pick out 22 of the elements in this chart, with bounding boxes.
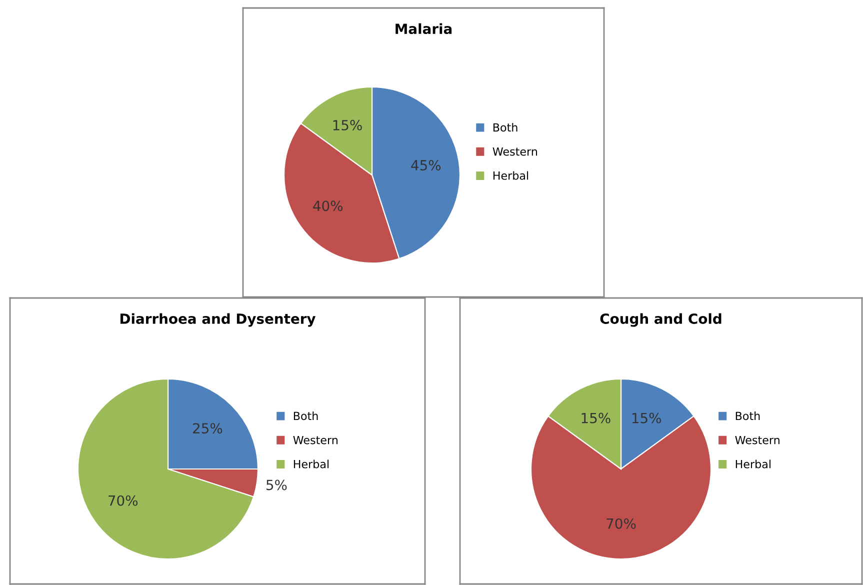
data-label: 5% [266, 480, 287, 490]
pie-slice [77, 378, 254, 560]
legend-label: Western [293, 436, 338, 444]
legend-label: Western [735, 436, 780, 444]
data-label: 25% [193, 423, 222, 434]
chart-title: Diarrhoea and Dysentery [120, 313, 316, 327]
legend-label: Herbal [294, 460, 329, 468]
data-label: 15% [632, 412, 661, 424]
data-label: 15% [582, 412, 610, 424]
legend-label: Herbal [493, 171, 528, 180]
data-label: 70% [108, 495, 138, 506]
data-label: 45% [411, 160, 441, 170]
data-label: 70% [606, 518, 636, 529]
legend-label: Herbal [736, 460, 770, 468]
legend-label: Both [736, 412, 760, 420]
legend-label: Both [294, 412, 318, 420]
chart-title: Malaria [396, 23, 452, 34]
data-label: 15% [333, 120, 362, 130]
legend-label: Both [493, 123, 518, 132]
legend-label: Western [492, 147, 537, 156]
chart-title: Cough and Cold [600, 313, 722, 327]
data-label: 40% [313, 200, 343, 212]
